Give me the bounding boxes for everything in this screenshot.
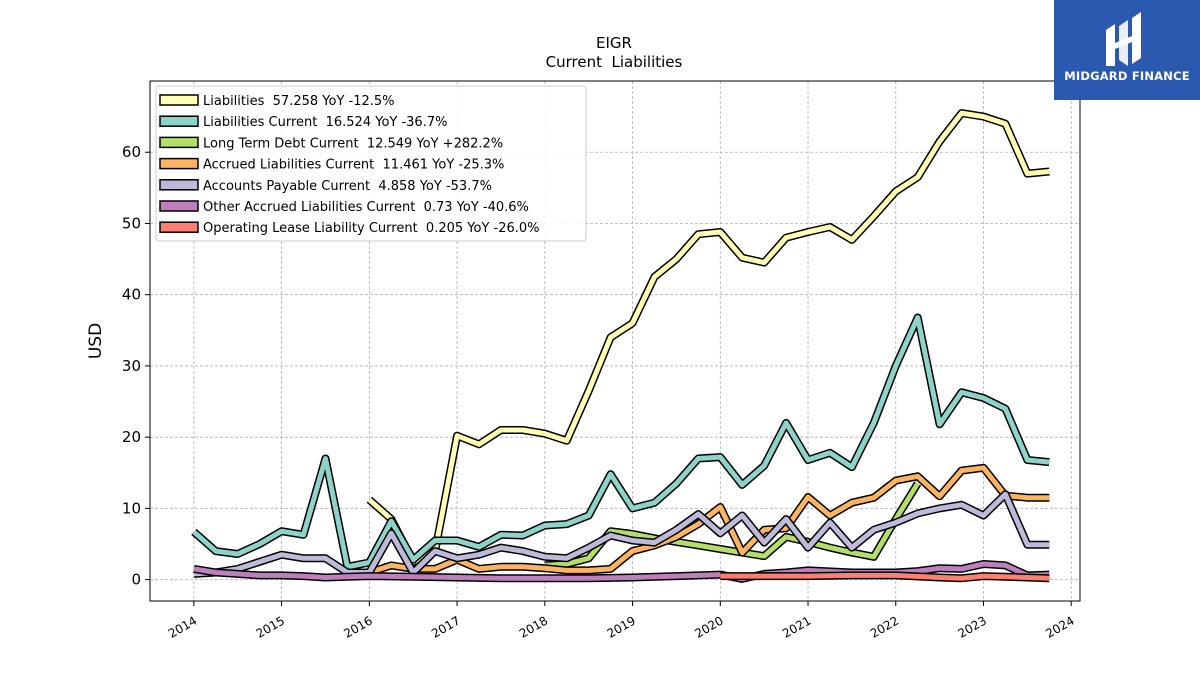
brand-name: MIDGARD FINANCE — [1064, 69, 1190, 83]
legend-label: Liabilities Current 16.524 YoY -36.7% — [203, 115, 447, 130]
x-axis: 2014 2015 2016 2017 2018 2019 2020 2021 2022 2023… — [166, 601, 1077, 641]
series-layer — [191, 109, 1050, 583]
x-tick-label: 2021 — [780, 613, 813, 640]
legend-swatch — [159, 136, 199, 149]
legend-label: Operating Lease Liability Current 0.205 … — [203, 221, 540, 236]
x-tick-label: 2022 — [868, 613, 901, 640]
y-tick-label: 50 — [122, 214, 141, 232]
y-tick-label: 20 — [122, 428, 141, 446]
y-tick-label: 40 — [122, 286, 141, 304]
y-axis: 0 10 20 30 40 50 60 — [122, 143, 150, 589]
series-line — [193, 491, 1050, 577]
legend-label: Accrued Liabilities Current 11.461 YoY -… — [203, 158, 504, 173]
legend-label: Other Accrued Liabilities Current 0.73 Y… — [203, 200, 529, 215]
x-tick-label: 2020 — [692, 613, 725, 640]
y-tick-label: 10 — [122, 499, 141, 517]
x-tick-label: 2024 — [1043, 613, 1076, 640]
x-tick-label: 2018 — [517, 613, 550, 640]
y-tick-label: 30 — [122, 357, 141, 375]
legend-swatch — [159, 221, 199, 233]
legend-label: Long Term Debt Current 12.549 YoY +282.2… — [203, 136, 503, 151]
y-tick-label: 60 — [122, 143, 141, 161]
legend-swatch — [159, 200, 199, 212]
series-line — [368, 465, 1050, 575]
y-tick-label: 0 — [131, 571, 141, 589]
series-line — [720, 572, 1050, 581]
midgard-logo-icon — [1106, 12, 1141, 66]
plot-area — [149, 80, 1081, 602]
series-line — [192, 315, 1050, 570]
x-tick-label: 2023 — [956, 613, 989, 640]
chart-title: EIGR — [596, 34, 632, 52]
legend-swatch — [159, 115, 199, 127]
brand-logo: MIDGARD FINANCE — [1054, 0, 1200, 100]
legend-label: Accounts Payable Current 4.858 YoY -53.7… — [203, 179, 492, 194]
legend-swatch — [159, 157, 199, 170]
x-tick-label: 2016 — [341, 613, 374, 640]
x-tick-label: 2015 — [254, 613, 287, 640]
legend-box — [155, 85, 587, 242]
legend-swatch — [159, 94, 199, 106]
series-line — [367, 110, 1050, 565]
legend: Liabilities 57.258 YoY -12.5% Liabilities… — [155, 85, 587, 242]
chart-subtitle: Current Liabilities — [546, 53, 683, 71]
x-tick-label: 2017 — [429, 613, 462, 640]
series-line — [193, 561, 1050, 582]
legend-swatch — [159, 179, 199, 191]
legend-label: Liabilities 57.258 YoY -12.5% — [203, 94, 395, 109]
x-tick-label: 2014 — [166, 613, 199, 640]
x-tick-label: 2019 — [605, 613, 638, 640]
y-axis-label: USD — [86, 323, 106, 359]
